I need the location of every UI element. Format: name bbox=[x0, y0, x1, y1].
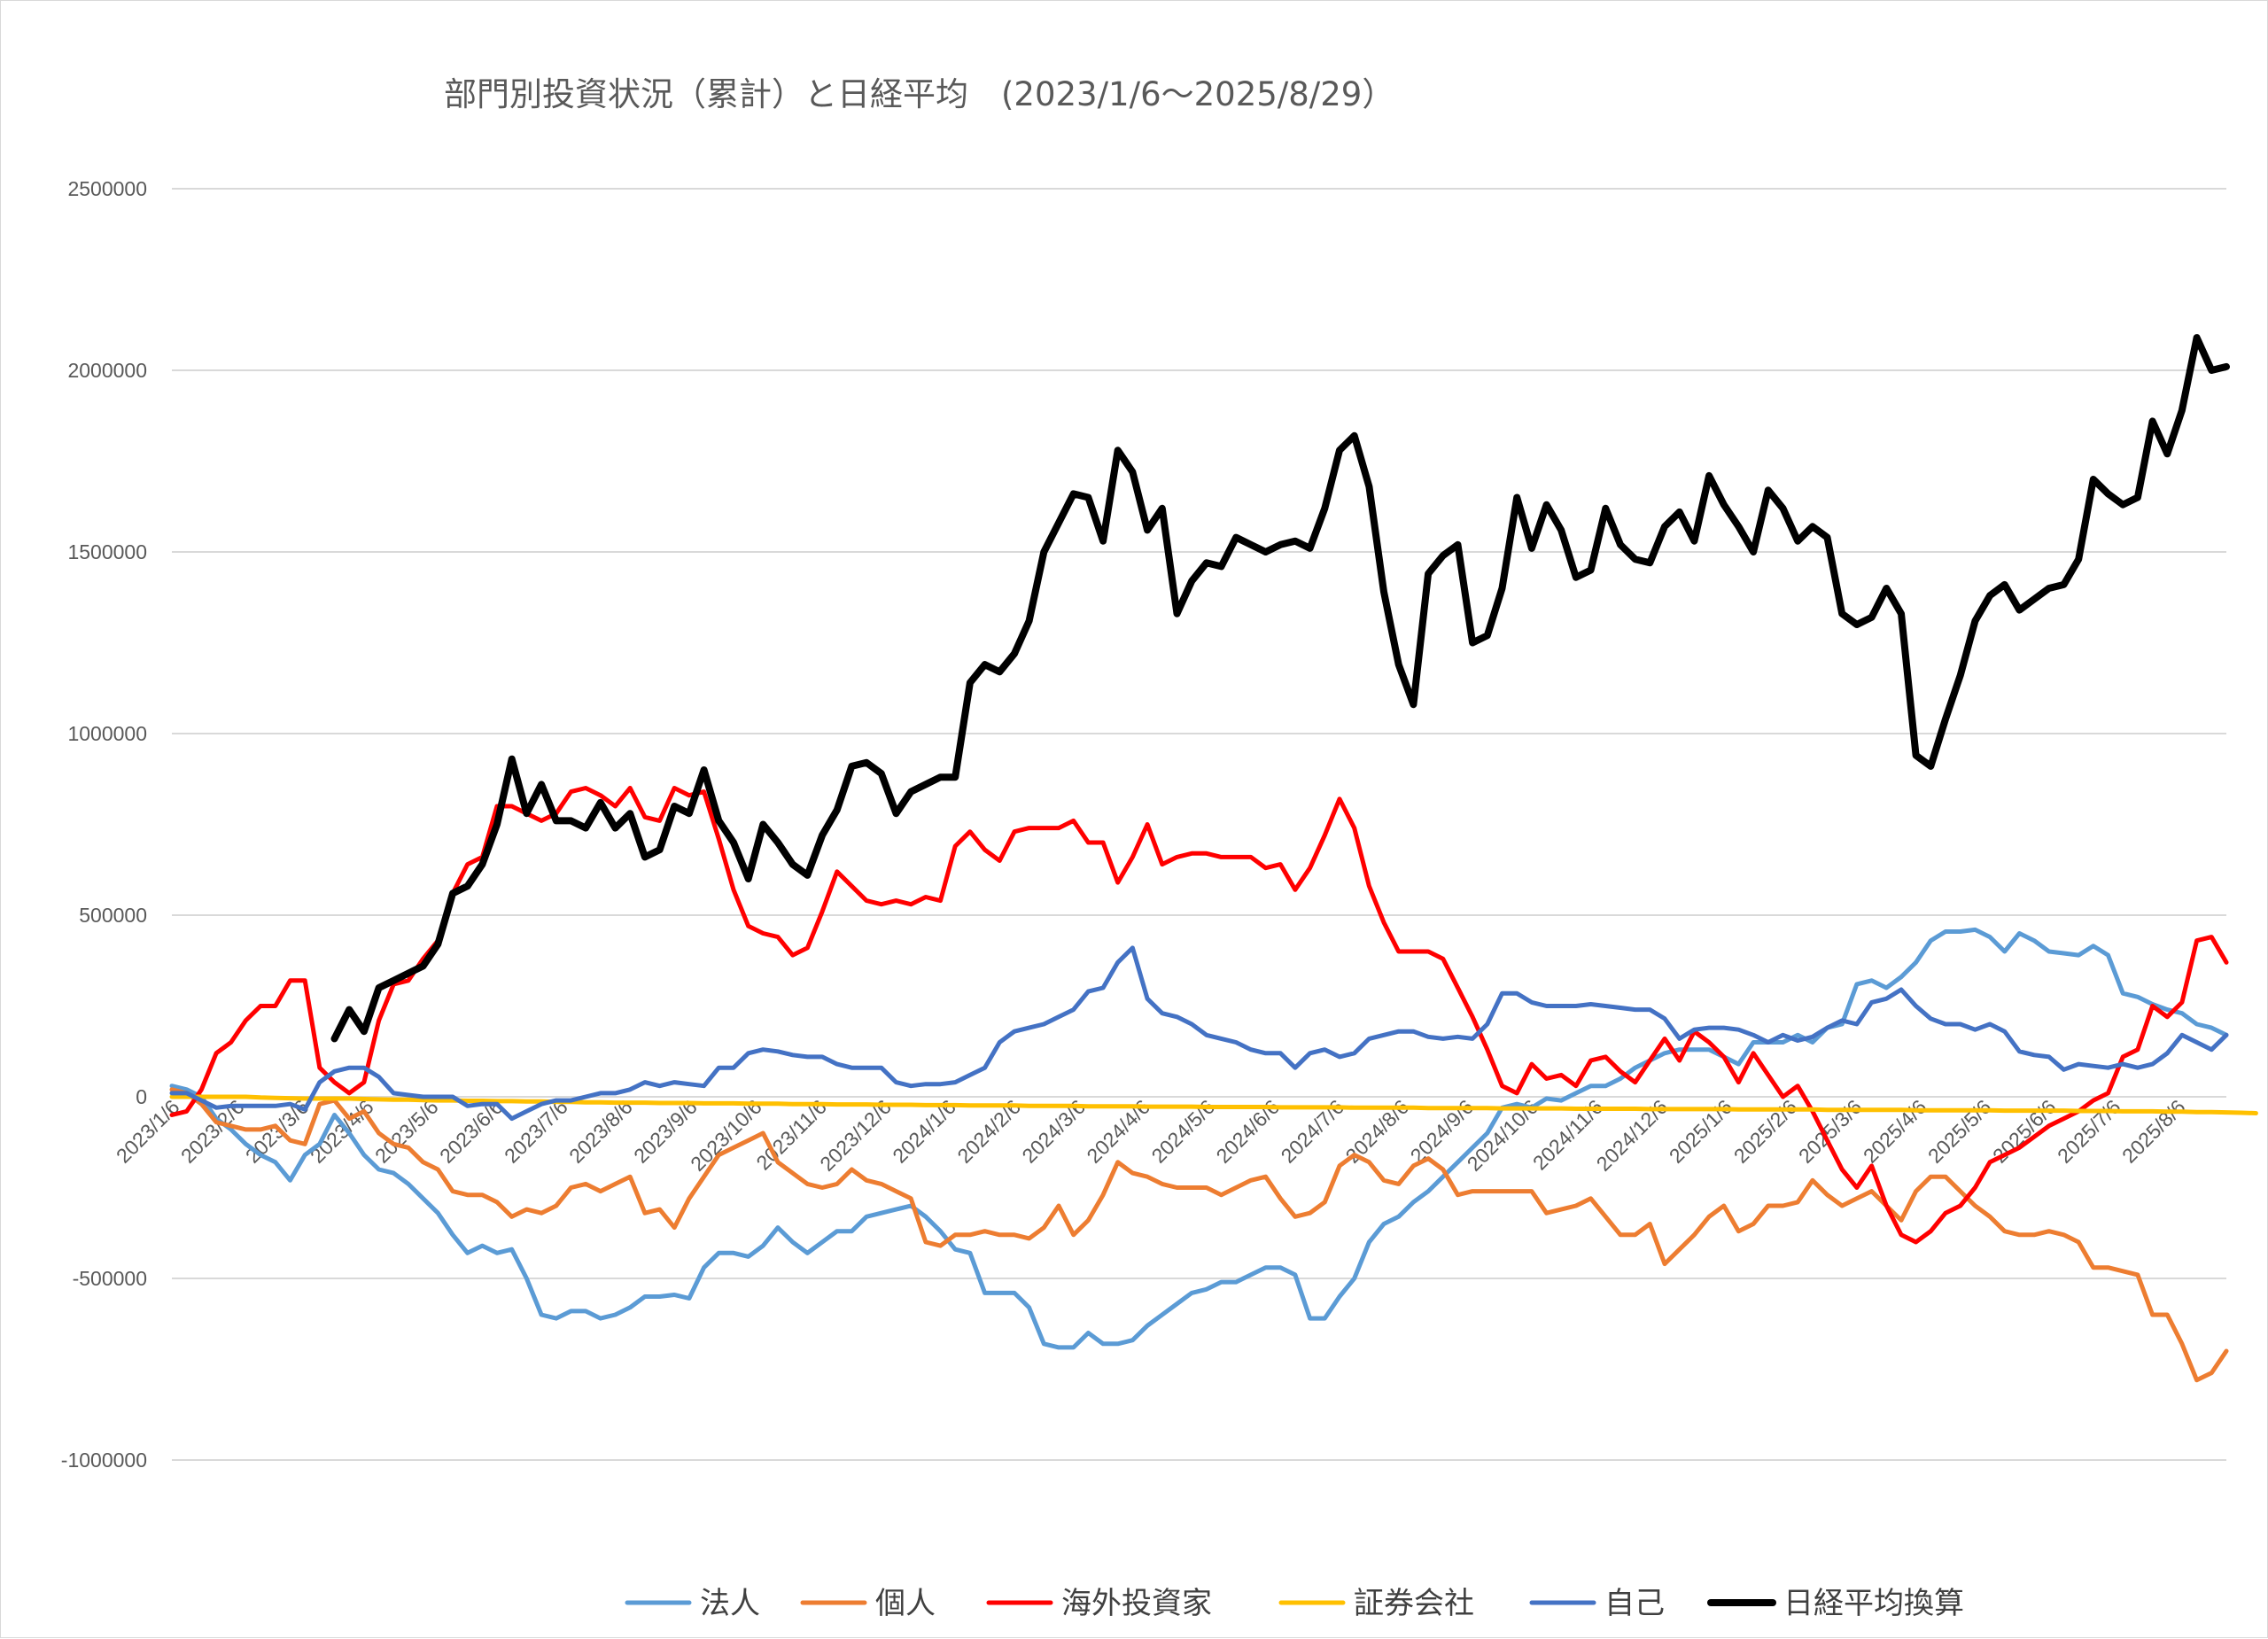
y-tick-label-6: -500000 bbox=[73, 1267, 147, 1290]
y-tick-label-3: 1000000 bbox=[67, 722, 147, 745]
y-axis-tick-labels: 2500000 2000000 1500000 1000000 500000 0 -5000… bbox=[61, 177, 147, 1472]
x-tick-label-26: 2025/3/6 bbox=[1794, 1095, 1867, 1168]
x-tick-label-11: 2023/12/6 bbox=[815, 1095, 896, 1176]
x-tick-label-28: 2025/5/6 bbox=[1923, 1095, 1996, 1168]
legend-label-0: 法人 bbox=[700, 1586, 760, 1621]
x-tick-label-31: 2025/8/6 bbox=[2117, 1095, 2190, 1168]
series-lines bbox=[169, 334, 2258, 1383]
x-tick-label-7: 2023/8/6 bbox=[564, 1095, 637, 1168]
legend: 法人 個人 海外投資家 証券会社 自己 日経平均換算 bbox=[625, 1586, 1964, 1621]
legend-item-2: 海外投資家 bbox=[986, 1586, 1212, 1621]
x-tick-label-25: 2025/2/6 bbox=[1729, 1095, 1802, 1168]
series-line-0 bbox=[169, 927, 2229, 1350]
series-line-3 bbox=[169, 1094, 2258, 1115]
y-tick-label-5: 0 bbox=[136, 1085, 147, 1108]
series-line-5 bbox=[330, 334, 2230, 1043]
legend-item-5: 日経平均換算 bbox=[1707, 1586, 1964, 1621]
legend-item-4: 自己 bbox=[1529, 1586, 1665, 1621]
series-line-4 bbox=[169, 945, 2229, 1122]
legend-label-4: 自己 bbox=[1604, 1586, 1665, 1621]
legend-label-5: 日経平均換算 bbox=[1783, 1586, 1964, 1621]
y-tick-label-1: 2000000 bbox=[67, 359, 147, 382]
x-tick-label-0: 2023/1/6 bbox=[112, 1095, 184, 1168]
y-tick-label-0: 2500000 bbox=[67, 177, 147, 200]
legend-item-1: 個人 bbox=[800, 1586, 936, 1621]
y-tick-label-7: -1000000 bbox=[61, 1449, 147, 1472]
chart-title: 部門別投資状況（累計）と日経平均 (2023/1/6～2025/8/29） bbox=[444, 75, 1394, 113]
legend-item-3: 証券会社 bbox=[1278, 1586, 1474, 1621]
series-line-2 bbox=[169, 786, 2229, 1245]
y-tick-label-4: 500000 bbox=[79, 904, 147, 927]
legend-label-2: 海外投資家 bbox=[1061, 1586, 1212, 1621]
x-tick-label-4: 2023/5/6 bbox=[370, 1095, 443, 1168]
gridlines bbox=[172, 188, 2226, 1461]
x-tick-label-27: 2025/4/6 bbox=[1859, 1095, 1931, 1168]
x-tick-label-24: 2025/1/6 bbox=[1665, 1095, 1737, 1168]
legend-label-1: 個人 bbox=[875, 1586, 936, 1621]
legend-label-3: 証券会社 bbox=[1354, 1586, 1474, 1621]
legend-item-0: 法人 bbox=[625, 1586, 760, 1621]
y-tick-label-2: 1500000 bbox=[67, 540, 147, 563]
